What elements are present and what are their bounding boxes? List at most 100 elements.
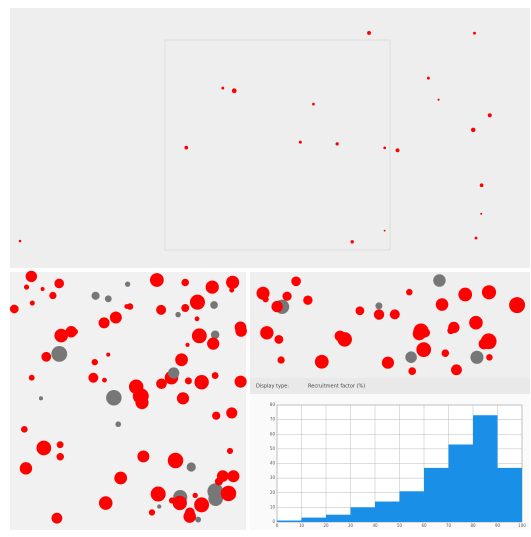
spot	[271, 301, 282, 312]
spot	[156, 305, 166, 315]
spot	[129, 380, 143, 394]
spot	[29, 375, 35, 381]
spot	[458, 288, 472, 302]
spot	[291, 276, 301, 286]
spot	[408, 367, 416, 375]
spot	[229, 288, 234, 293]
spot	[509, 297, 525, 313]
spot	[190, 295, 205, 310]
spot	[106, 390, 121, 405]
spot	[416, 342, 431, 357]
spot	[105, 295, 112, 302]
spot	[41, 352, 51, 362]
spot	[36, 441, 51, 456]
spot	[383, 146, 386, 149]
spot	[206, 280, 219, 293]
spot	[26, 271, 37, 282]
spot	[52, 513, 63, 524]
page: Display type: Recruitment factor (%) 010…	[0, 0, 531, 533]
spot	[193, 493, 198, 498]
y-tick-label: 10	[270, 504, 276, 509]
spot	[382, 357, 394, 369]
toolbar	[250, 378, 530, 394]
spot	[299, 141, 302, 144]
y-tick-label: 60	[270, 431, 276, 436]
spot	[92, 359, 98, 365]
spot	[57, 441, 64, 448]
spot	[168, 367, 179, 378]
spot	[221, 87, 224, 90]
spot	[49, 292, 56, 299]
bar	[449, 444, 474, 522]
spot	[175, 353, 188, 366]
bar	[473, 415, 498, 522]
spot	[475, 237, 478, 240]
bar	[277, 521, 302, 522]
spot	[436, 298, 449, 311]
spot	[473, 32, 476, 35]
spot	[451, 364, 462, 375]
x-tick-label: 60	[421, 523, 427, 528]
spot	[486, 354, 492, 360]
spot	[274, 335, 283, 344]
bar	[351, 507, 376, 522]
spot	[481, 333, 497, 349]
spot	[102, 378, 107, 383]
spot	[30, 301, 35, 306]
spot	[471, 128, 476, 133]
spot	[110, 312, 122, 324]
spot	[226, 276, 239, 289]
spot	[10, 305, 19, 314]
spot	[227, 470, 239, 482]
spot	[442, 349, 450, 357]
spot	[181, 279, 189, 287]
spot	[390, 309, 400, 319]
spot	[312, 103, 315, 106]
spot	[192, 328, 207, 343]
spot	[355, 306, 364, 315]
spot	[433, 274, 445, 286]
spot	[367, 31, 371, 35]
spot	[173, 496, 187, 510]
spot	[315, 355, 329, 369]
spot	[277, 356, 284, 363]
y-tick-label: 80	[270, 402, 276, 407]
spot	[151, 487, 166, 502]
x-tick-label: 10	[299, 523, 305, 528]
y-tick-label: 70	[270, 417, 276, 422]
spot	[41, 287, 45, 291]
spot	[194, 497, 209, 512]
bar	[326, 515, 351, 522]
spot	[175, 312, 181, 318]
spot	[207, 338, 219, 350]
spot	[54, 279, 64, 289]
spot	[375, 302, 382, 309]
screen: Display type: Recruitment factor (%) 010…	[0, 0, 531, 533]
spot	[448, 322, 459, 333]
spot	[137, 450, 149, 462]
spot	[221, 486, 236, 501]
spot	[88, 373, 98, 383]
spot	[92, 292, 100, 300]
spot	[149, 509, 155, 515]
bar	[400, 491, 425, 522]
spot	[405, 351, 417, 363]
x-tick-label: 90	[495, 523, 501, 528]
spot	[194, 375, 208, 389]
spot	[227, 448, 233, 454]
bar	[302, 518, 327, 522]
spot	[427, 77, 430, 80]
spot	[65, 326, 76, 337]
spot	[232, 88, 237, 93]
spot	[19, 240, 22, 243]
spot	[351, 240, 354, 243]
mode-label[interactable]: Recruitment factor (%)	[308, 384, 365, 390]
spot	[421, 328, 430, 337]
x-tick-label: 30	[348, 523, 354, 528]
bar	[375, 502, 400, 522]
spot	[39, 396, 43, 400]
spot	[125, 282, 130, 287]
spot	[212, 412, 220, 420]
spot	[260, 326, 273, 339]
spot	[185, 377, 192, 384]
